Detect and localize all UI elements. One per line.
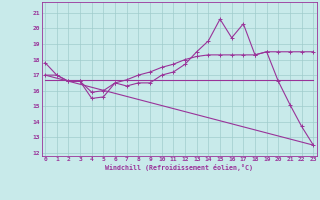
X-axis label: Windchill (Refroidissement éolien,°C): Windchill (Refroidissement éolien,°C) <box>105 164 253 171</box>
